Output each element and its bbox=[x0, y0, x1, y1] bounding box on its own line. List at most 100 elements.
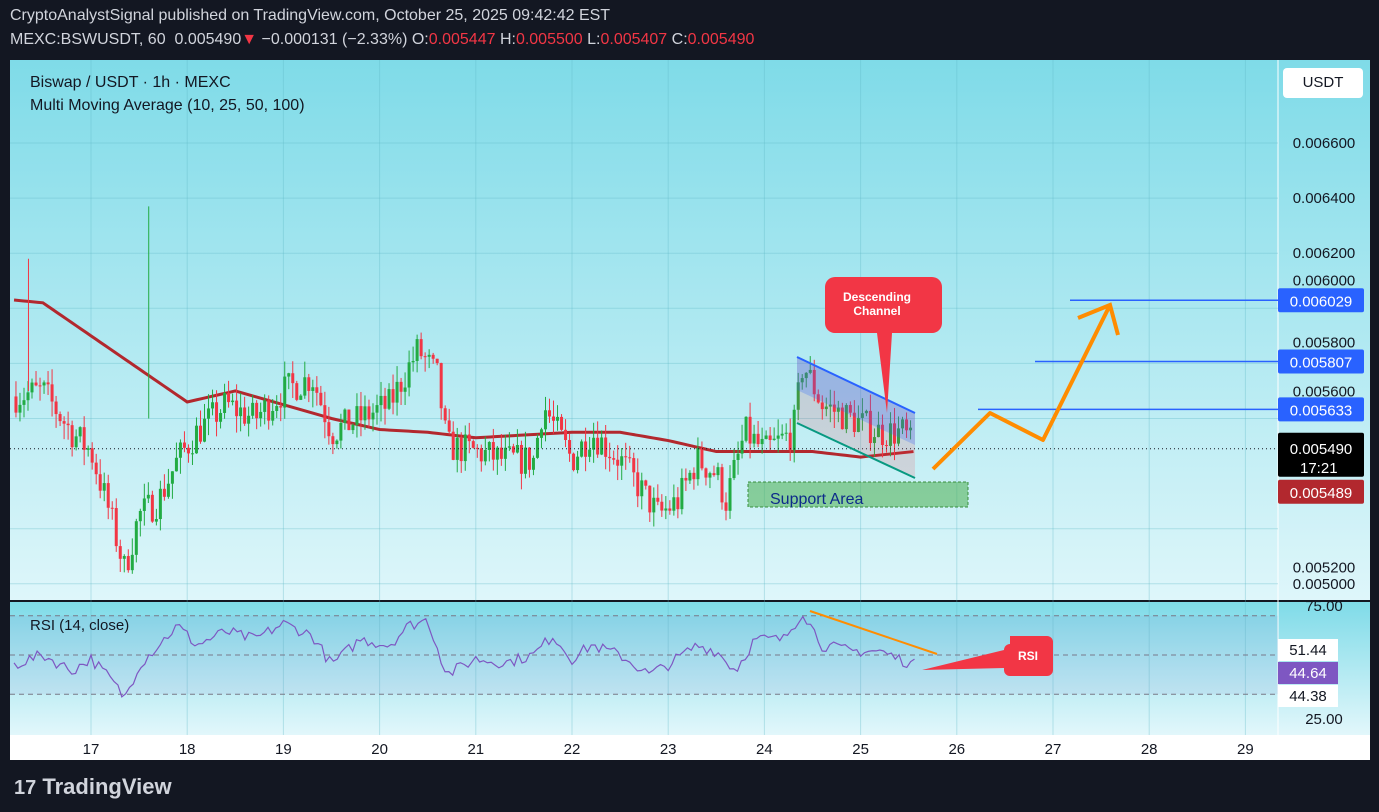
candle-body bbox=[840, 407, 844, 430]
indicator-label[interactable]: Multi Moving Average (10, 25, 50, 100) bbox=[30, 97, 305, 114]
candle-body bbox=[383, 395, 387, 409]
candle-body bbox=[182, 442, 186, 448]
open-label: O: bbox=[411, 31, 429, 48]
candle-body bbox=[656, 497, 660, 502]
candle-body bbox=[776, 435, 780, 439]
countdown-label: 17:21 bbox=[1300, 460, 1338, 477]
candle-body bbox=[403, 387, 407, 392]
candle-body bbox=[852, 412, 856, 432]
high-label: H: bbox=[499, 31, 516, 48]
candle-body bbox=[439, 363, 443, 409]
candle-body bbox=[756, 433, 760, 445]
candle-body bbox=[427, 354, 431, 357]
candle-body bbox=[307, 377, 311, 391]
channel-lower-line bbox=[796, 422, 916, 479]
candle-body bbox=[154, 519, 158, 522]
candle-body bbox=[527, 447, 531, 470]
channel-fill-lower bbox=[797, 357, 915, 478]
candle-body bbox=[142, 498, 146, 511]
channel-callout bbox=[825, 277, 942, 413]
candle-body bbox=[387, 389, 391, 409]
last-price-label: 0.005490 bbox=[1290, 441, 1353, 458]
candle-body bbox=[323, 405, 327, 423]
candle-body bbox=[58, 414, 62, 422]
chart-canvas[interactable]: 0.006029 0.005807 0.005633 0.005490 17:21 0.0… bbox=[10, 60, 1370, 760]
time-tick: 27 bbox=[1045, 741, 1062, 758]
candle-body bbox=[764, 435, 768, 439]
candle-body bbox=[311, 387, 315, 391]
rsi-value-badge bbox=[1278, 639, 1338, 661]
candle-body bbox=[804, 372, 808, 379]
candle-body bbox=[624, 456, 628, 458]
price-tick: 0.005000 bbox=[1293, 576, 1356, 593]
candle-body bbox=[495, 447, 499, 460]
tradingview-logo[interactable]: 17 TradingView bbox=[14, 774, 172, 800]
currency-button[interactable]: USDT bbox=[1283, 68, 1363, 98]
candle-body bbox=[612, 458, 616, 460]
candle-body bbox=[692, 472, 696, 480]
rsi-divergence-line bbox=[809, 610, 938, 655]
time-tick: 23 bbox=[660, 741, 677, 758]
candle-body bbox=[299, 395, 303, 400]
candle-body bbox=[375, 405, 379, 413]
candle-body bbox=[519, 444, 523, 474]
candle-body bbox=[632, 458, 636, 473]
chart-panel[interactable]: 0.006029 0.005807 0.005633 0.005490 17:21 0.0… bbox=[10, 60, 1370, 760]
high-value: 0.005500 bbox=[515, 31, 583, 48]
candle-body bbox=[34, 382, 38, 386]
candle-body bbox=[844, 405, 848, 430]
candle-body bbox=[740, 440, 744, 454]
rsi-label[interactable]: RSI (14, close) bbox=[30, 617, 130, 634]
candle-body bbox=[780, 433, 784, 436]
candle-body bbox=[531, 457, 535, 470]
candle-body bbox=[166, 483, 170, 497]
price-tick: 0.006600 bbox=[1293, 135, 1356, 152]
support-area-label: Support Area bbox=[770, 491, 864, 508]
candle-body bbox=[897, 428, 901, 444]
candle-body bbox=[568, 440, 572, 454]
candle-body bbox=[86, 448, 90, 450]
candle-body bbox=[539, 429, 543, 438]
ma-price-label: 0.005489 bbox=[1290, 485, 1353, 502]
candle-body bbox=[688, 472, 692, 481]
candle-body bbox=[295, 383, 299, 400]
candle-body bbox=[708, 473, 712, 478]
candle-body bbox=[287, 373, 291, 377]
candle-body bbox=[291, 373, 295, 384]
candle-body bbox=[479, 448, 483, 462]
candle-body bbox=[435, 358, 439, 364]
candle-body bbox=[98, 474, 102, 491]
rsi-pane-bg bbox=[10, 602, 1370, 735]
candle-body bbox=[263, 400, 267, 412]
candle-body bbox=[491, 442, 495, 460]
candle-body bbox=[796, 382, 800, 410]
candle-body bbox=[596, 437, 600, 455]
projection-arrow bbox=[931, 304, 1112, 471]
candle-body bbox=[503, 447, 507, 459]
candle-body bbox=[271, 410, 275, 421]
candle-body bbox=[146, 494, 150, 499]
candle-body bbox=[407, 362, 411, 388]
candle-body bbox=[110, 507, 114, 509]
symbol: MEXC:BSWUSDT, 60 bbox=[10, 31, 166, 48]
candle-body bbox=[239, 407, 243, 417]
candle-body bbox=[888, 423, 892, 446]
candle-body bbox=[22, 400, 26, 405]
candle-body bbox=[467, 434, 471, 442]
last-price-badge bbox=[1278, 432, 1364, 477]
candle-body bbox=[194, 425, 198, 454]
candle-body bbox=[732, 459, 736, 479]
time-tick: 19 bbox=[275, 741, 292, 758]
time-tick: 20 bbox=[371, 741, 388, 758]
rsi-tick: 25.00 bbox=[1305, 711, 1343, 728]
candle-body bbox=[331, 436, 335, 445]
candle-body bbox=[451, 431, 455, 460]
main-pane-bg bbox=[10, 60, 1370, 600]
target-price-badge bbox=[1278, 288, 1364, 313]
candle-body bbox=[126, 556, 130, 571]
candle-body bbox=[38, 385, 42, 387]
candle-body bbox=[475, 447, 479, 449]
channel-upper-line bbox=[796, 356, 916, 414]
candle-body bbox=[744, 416, 748, 441]
candle-body bbox=[832, 404, 836, 412]
